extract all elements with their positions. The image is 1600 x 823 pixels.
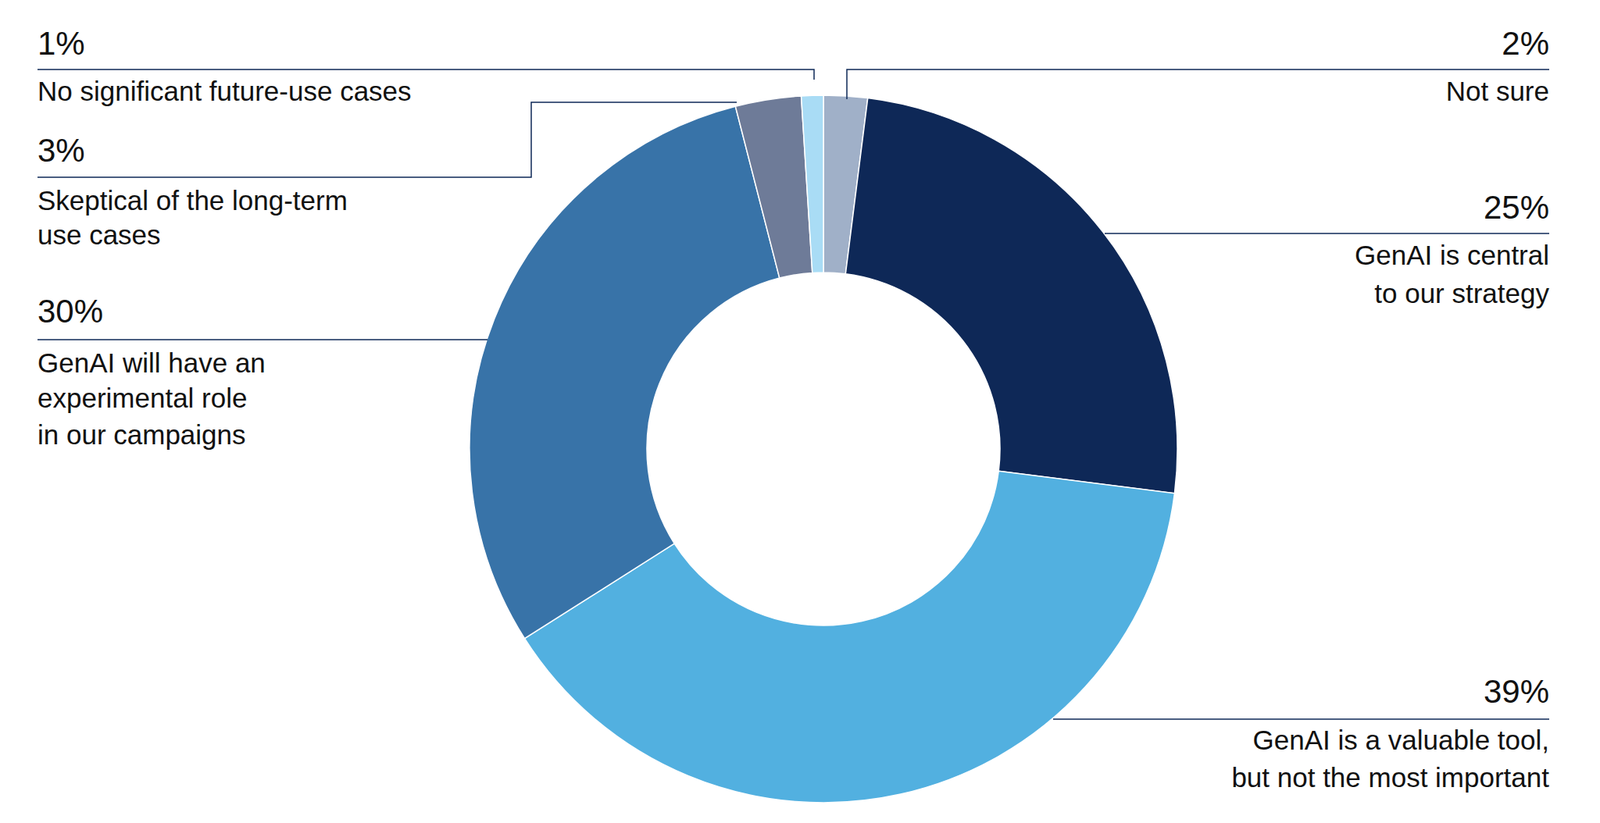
svg-text:to our strategy: to our strategy	[1374, 278, 1550, 309]
svg-text:use cases: use cases	[37, 219, 161, 250]
svg-text:but not the most important: but not the most important	[1231, 762, 1550, 793]
svg-text:experimental role: experimental role	[37, 382, 247, 414]
svg-text:1%: 1%	[37, 25, 86, 62]
svg-text:GenAI is central: GenAI is central	[1354, 239, 1550, 271]
svg-text:25%: 25%	[1483, 189, 1550, 226]
svg-text:39%: 39%	[1483, 673, 1550, 711]
svg-text:in our campaigns: in our campaigns	[37, 419, 247, 450]
svg-text:Skeptical of the long-term: Skeptical of the long-term	[37, 185, 348, 216]
svg-text:GenAI will have an: GenAI will have an	[37, 347, 266, 379]
svg-text:No significant future-use case: No significant future-use cases	[37, 75, 412, 107]
svg-text:2%: 2%	[1501, 25, 1550, 62]
svg-text:3%: 3%	[37, 132, 86, 169]
svg-text:GenAI is a valuable tool,: GenAI is a valuable tool,	[1253, 725, 1550, 756]
svg-text:30%: 30%	[37, 292, 104, 330]
svg-text:Not sure: Not sure	[1446, 75, 1550, 107]
